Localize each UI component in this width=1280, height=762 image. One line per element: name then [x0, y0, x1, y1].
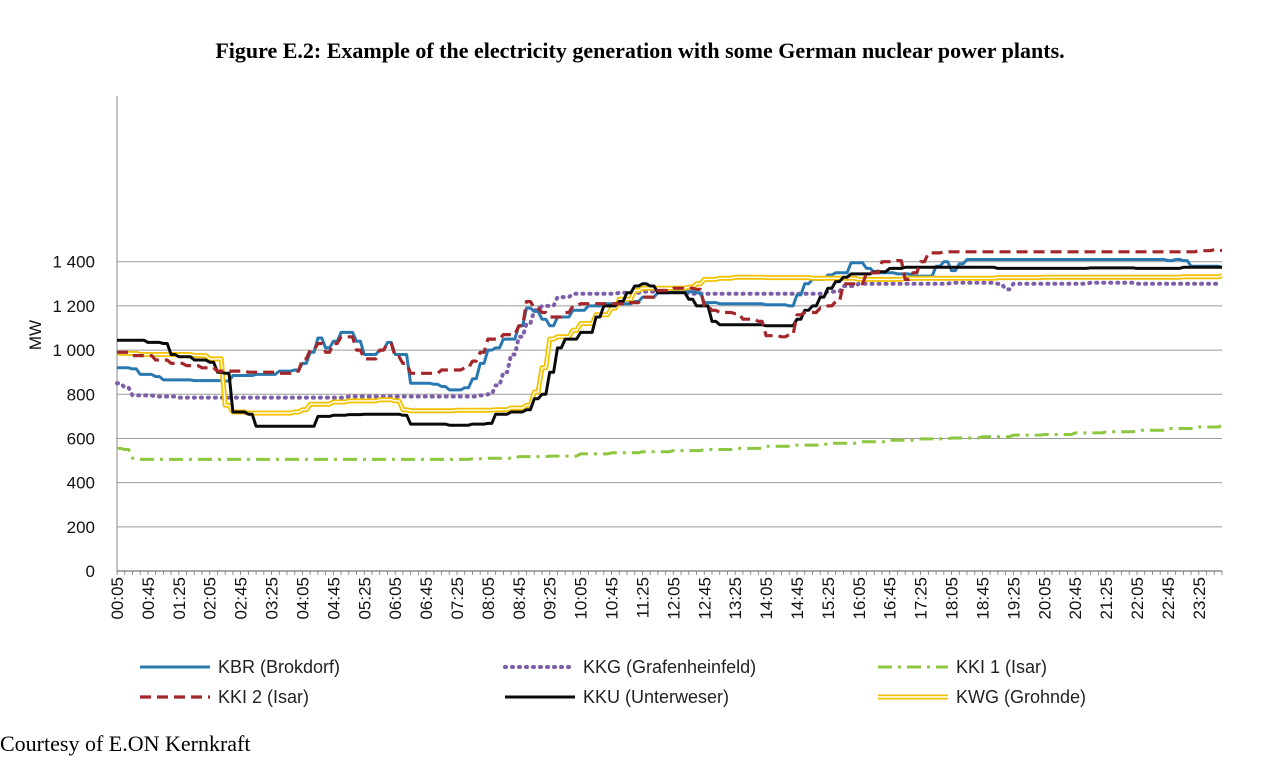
x-tick-label: 12:05 [664, 577, 683, 620]
x-tick-label: 09:25 [541, 577, 560, 620]
x-tick-label: 18:45 [973, 577, 992, 620]
x-tick-label: 10:45 [603, 577, 622, 620]
y-axis-label: MW [26, 320, 45, 350]
y-tick-label: 0 [86, 562, 95, 581]
y-tick-label: 800 [67, 385, 95, 404]
series-2 [115, 280, 1224, 400]
y-tick-labels: 0 200 400 600 800 1 000 1 200 1 400 [52, 253, 95, 581]
legend: KBR (Brokdorf) KKG (Grafenheinfeld) KKI 1 … [140, 657, 1086, 707]
series-line-inner [117, 275, 1223, 414]
y-tick-label: 1 200 [52, 297, 95, 316]
legend-item: KKU (Unterweser) [505, 687, 729, 707]
x-tick-label: 04:05 [293, 577, 312, 620]
x-tick-labels: 00:05 00:45 01:25 02:05 02:45 03:25 04:05 04:45… [108, 577, 1209, 620]
x-tick-label: 08:45 [510, 577, 529, 620]
x-tick-label: 16:05 [850, 577, 869, 620]
legend-label: KBR (Brokdorf) [218, 657, 340, 677]
figure-title: Figure E.2: Example of the electricity g… [215, 38, 1065, 63]
x-tick-label: 07:25 [448, 577, 467, 620]
legend-label: KWG (Grohnde) [956, 687, 1086, 707]
series-6 [117, 273, 1223, 416]
courtesy-note: Courtesy of E.ON Kernkraft [0, 731, 251, 756]
x-tick-label: 13:25 [726, 577, 745, 620]
series-line [117, 424, 1223, 461]
legend-label: KKG (Grafenheinfeld) [583, 657, 756, 677]
x-tick-label: 04:45 [324, 577, 343, 620]
x-tick-label: 06:05 [386, 577, 405, 620]
x-tick-label: 23:25 [1190, 577, 1209, 620]
x-tick-label: 22:05 [1128, 577, 1147, 620]
gridlines [117, 261, 1222, 528]
x-tick-label: 22:45 [1159, 577, 1178, 620]
series-line [117, 248, 1223, 375]
legend-item: KKG (Grafenheinfeld) [503, 657, 756, 677]
legend-item: KKI 2 (Isar) [140, 687, 309, 707]
x-tick-label: 05:25 [355, 577, 374, 620]
x-tick-label: 18:05 [943, 577, 962, 620]
legend-item: KKI 1 (Isar) [878, 657, 1047, 677]
x-tick-label: 00:45 [139, 577, 158, 620]
x-tick-label: 19:25 [1004, 577, 1023, 620]
legend-item: KBR (Brokdorf) [140, 657, 340, 677]
series-line [117, 273, 1223, 416]
x-tick-label: 03:25 [263, 577, 282, 620]
x-tick-label: 16:45 [881, 577, 900, 620]
x-tick-label: 02:45 [232, 577, 251, 620]
x-tick-label: 06:45 [417, 577, 436, 620]
y-tick-label: 1 000 [52, 341, 95, 360]
x-tick-label: 02:05 [201, 577, 220, 620]
x-tick-label: 15:25 [819, 577, 838, 620]
x-tick-label: 12:45 [695, 577, 714, 620]
series-4 [117, 248, 1223, 375]
x-tick-label: 21:25 [1097, 577, 1116, 620]
y-tick-label: 200 [67, 518, 95, 537]
x-tick-label: 20:05 [1035, 577, 1054, 620]
x-tick-label: 11:25 [633, 577, 652, 618]
legend-item: KWG (Grohnde) [878, 687, 1086, 707]
series-lines [115, 248, 1224, 461]
x-tick-label: 01:25 [170, 577, 189, 620]
x-tick-label: 00:05 [108, 577, 127, 620]
legend-label: KKI 2 (Isar) [218, 687, 309, 707]
x-tick-label: 14:45 [788, 577, 807, 620]
x-tick-label: 08:05 [479, 577, 498, 620]
legend-label: KKI 1 (Isar) [956, 657, 1047, 677]
x-tick-label: 10:05 [572, 577, 591, 620]
series-line [115, 280, 1224, 400]
y-tick-label: 1 400 [52, 253, 95, 272]
y-tick-label: 600 [67, 429, 95, 448]
series-line [117, 265, 1222, 428]
series-3 [117, 424, 1223, 461]
x-tick-label: 14:05 [757, 577, 776, 620]
legend-label: KKU (Unterweser) [583, 687, 729, 707]
x-tick-label: 20:45 [1066, 577, 1085, 620]
y-tick-label: 400 [67, 474, 95, 493]
x-tick-label: 17:25 [912, 577, 931, 620]
series-5 [117, 265, 1222, 428]
axes [116, 96, 1223, 575]
